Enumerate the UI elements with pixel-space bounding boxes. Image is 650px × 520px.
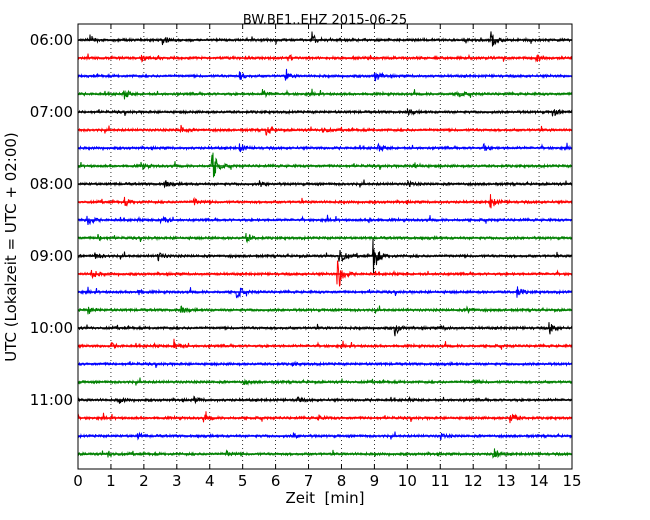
x-tick-label: 10 bbox=[398, 472, 417, 490]
x-tick-label: 5 bbox=[238, 472, 248, 490]
trace-line bbox=[77, 338, 573, 350]
x-tick-label: 6 bbox=[271, 472, 281, 490]
trace-line bbox=[77, 322, 573, 337]
x-axis-ticks: 0 1 2 3 4 5 6 7 8 9 10 11 12 13 14 15 bbox=[73, 24, 582, 490]
trace-line bbox=[77, 31, 573, 47]
x-tick-label: 15 bbox=[562, 472, 581, 490]
trace-line bbox=[77, 68, 573, 82]
y-tick-label: 08:00 bbox=[30, 175, 73, 193]
x-tick-label: 7 bbox=[304, 472, 314, 490]
x-tick-label: 14 bbox=[530, 472, 549, 490]
x-tick-label: 8 bbox=[337, 472, 347, 490]
y-axis-ticks: 06:00 07:00 08:00 09:00 10:00 11:00 bbox=[30, 31, 572, 409]
y-tick-label: 07:00 bbox=[30, 103, 73, 121]
x-tick-label: 0 bbox=[73, 472, 83, 490]
y-tick-label: 09:00 bbox=[30, 247, 73, 265]
trace-rows bbox=[77, 31, 573, 459]
y-tick-label: 11:00 bbox=[30, 391, 73, 409]
trace-line bbox=[77, 152, 573, 178]
minute-grid bbox=[110, 24, 540, 469]
x-tick-label: 12 bbox=[464, 472, 483, 490]
plot-frame bbox=[77, 23, 573, 470]
y-tick-label: 06:00 bbox=[30, 31, 73, 49]
y-tick-label: 10:00 bbox=[30, 319, 73, 337]
chart-title: BW.BE1..EHZ 2015-06-25 bbox=[243, 13, 407, 28]
trace-line bbox=[77, 448, 573, 459]
x-tick-label: 9 bbox=[370, 472, 380, 490]
x-axis-label: Zeit [min] bbox=[285, 489, 364, 507]
x-tick-label: 1 bbox=[106, 472, 116, 490]
x-tick-label: 11 bbox=[431, 472, 450, 490]
y-axis-label: UTC (Lokalzeit = UTC + 02:00) bbox=[2, 132, 20, 362]
x-tick-label: 13 bbox=[497, 472, 516, 490]
x-tick-label: 2 bbox=[139, 472, 149, 490]
x-tick-label: 3 bbox=[172, 472, 182, 490]
trace-line bbox=[77, 142, 573, 153]
x-tick-label: 4 bbox=[205, 472, 215, 490]
